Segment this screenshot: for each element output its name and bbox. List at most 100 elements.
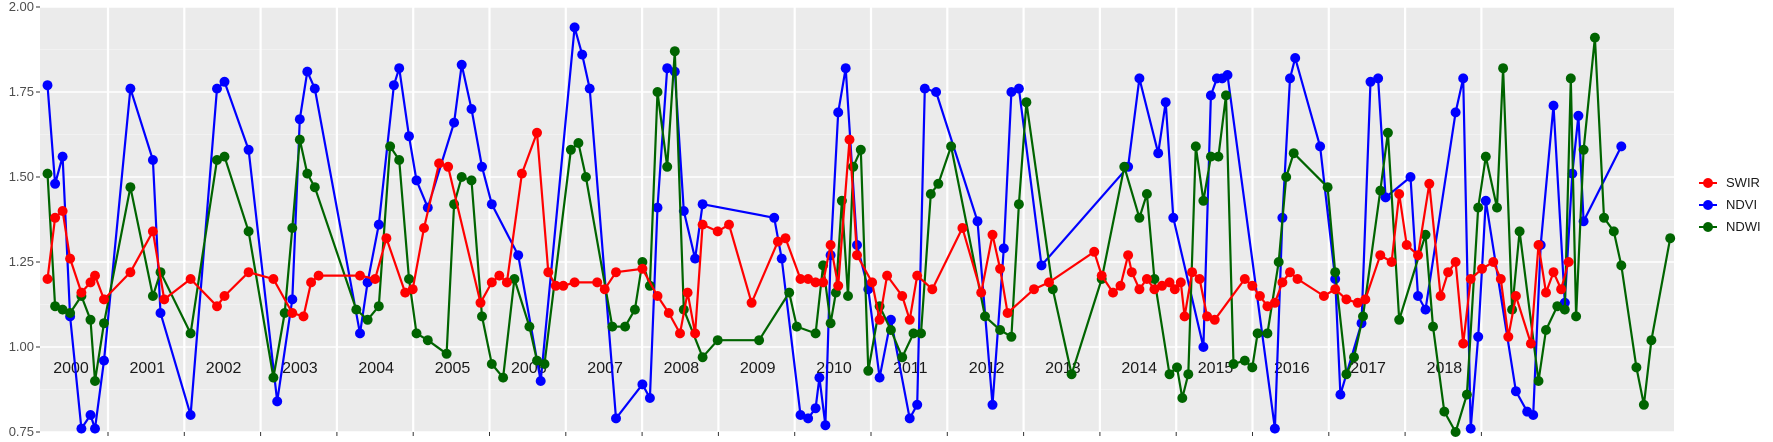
data-point-swir (995, 263, 1006, 274)
data-point-ndvi (355, 328, 365, 339)
data-point-swir (795, 274, 806, 284)
data-point-ndvi (1510, 386, 1521, 397)
data-point-ndvi (1269, 423, 1280, 434)
data-point-swir (1413, 250, 1423, 261)
data-point-swir (306, 277, 317, 288)
data-point-ndvi (690, 253, 701, 264)
data-point-ndwi (509, 274, 520, 284)
data-point-swir (1029, 284, 1039, 295)
data-point-swir (1247, 280, 1258, 291)
data-point-ndwi (863, 365, 874, 376)
data-point-swir (882, 270, 893, 281)
data-point-swir (57, 206, 68, 216)
data-point-ndwi (456, 172, 467, 182)
data-point-swir (1533, 240, 1544, 250)
data-point-swir (298, 311, 309, 322)
data-point-swir (697, 219, 708, 230)
data-point-swir (1262, 301, 1273, 312)
data-point-swir (125, 267, 136, 278)
data-point-ndwi (243, 226, 254, 237)
data-point-ndvi (931, 87, 942, 97)
data-point-ndvi (972, 216, 983, 227)
y-tick-label: 1.25 (9, 254, 34, 269)
data-point-ndwi (422, 335, 433, 346)
data-point-swir (1157, 280, 1167, 291)
data-point-ndwi (85, 314, 96, 325)
data-point-ndvi (99, 355, 109, 366)
data-point-ndvi (810, 403, 821, 414)
data-point-ndwi (57, 304, 68, 315)
data-point-swir (867, 277, 878, 288)
data-point-ndwi (1571, 311, 1582, 322)
data-point-swir (746, 297, 757, 308)
data-point-swir (147, 226, 158, 237)
data-point-ndvi (287, 294, 298, 305)
data-point-ndvi (373, 219, 384, 230)
data-point-ndvi (814, 372, 825, 383)
data-point-swir (1169, 284, 1180, 295)
data-point-swir (99, 294, 109, 305)
data-point-ndvi (1134, 73, 1145, 84)
data-point-swir (76, 287, 87, 298)
data-point-ndwi (1480, 151, 1491, 162)
year-label: 2016 (1274, 360, 1310, 377)
series-swir (42, 127, 1574, 349)
data-point-swir (780, 233, 791, 244)
data-point-swir (1044, 277, 1054, 288)
data-point-ndvi (1285, 73, 1295, 84)
data-point-ndwi (147, 291, 158, 301)
data-point-ndwi (1247, 362, 1258, 373)
data-point-ndwi (1177, 393, 1188, 403)
data-point-ndwi (897, 352, 908, 363)
data-point-ndvi (1153, 148, 1164, 159)
data-point-swir (897, 291, 908, 301)
data-point-ndvi (1290, 53, 1301, 63)
series-line-swir (46, 131, 1570, 345)
data-point-swir (1134, 284, 1145, 295)
data-point-swir (434, 158, 445, 169)
data-point-ndvi (1365, 76, 1376, 87)
data-point-ndwi (1322, 182, 1333, 193)
data-point-ndvi (577, 49, 588, 60)
data-point-ndwi (908, 328, 919, 339)
data-point-swir (1458, 338, 1469, 349)
data-point-ndwi (1428, 321, 1438, 332)
data-point-swir (1239, 274, 1250, 284)
data-point-swir (1149, 284, 1160, 295)
data-point-ndwi (1119, 161, 1130, 172)
data-point-ndvi (1465, 423, 1476, 434)
data-point-swir (1194, 274, 1205, 284)
data-point-ndvi (637, 379, 648, 390)
data-point-swir (443, 161, 454, 172)
data-point-swir (1318, 291, 1329, 301)
data-point-ndwi (916, 328, 926, 339)
data-point-ndvi (1013, 83, 1024, 94)
data-point-swir (1202, 311, 1213, 322)
data-point-ndvi (362, 277, 373, 288)
year-label: 2017 (1350, 360, 1386, 377)
data-point-ndvi (90, 423, 100, 434)
year-label: 2010 (816, 360, 852, 377)
data-point-ndvi (219, 76, 230, 87)
data-point-ndwi (1288, 148, 1299, 159)
data-point-ndwi (498, 372, 509, 383)
data-point-swir (1002, 308, 1013, 318)
data-point-swir (957, 223, 968, 233)
data-point-swir (475, 297, 486, 308)
data-point-swir (690, 328, 701, 339)
data-point-ndvi (998, 243, 1009, 254)
y-tick-label: 0.75 (9, 424, 34, 439)
data-point-ndwi (1638, 399, 1649, 410)
data-point-ndwi (669, 46, 680, 57)
data-point-swir (724, 219, 734, 230)
legend-label: SWIR (1726, 175, 1760, 190)
data-point-swir (219, 291, 230, 301)
data-point-ndwi (995, 325, 1006, 335)
year-label: 2018 (1427, 360, 1463, 377)
data-point-swir (355, 270, 365, 281)
data-point-ndvi (185, 410, 196, 420)
data-point-ndvi (1205, 90, 1216, 101)
data-point-ndwi (1565, 73, 1576, 84)
data-point-ndwi (848, 161, 859, 172)
data-point-ndvi (1420, 304, 1431, 315)
